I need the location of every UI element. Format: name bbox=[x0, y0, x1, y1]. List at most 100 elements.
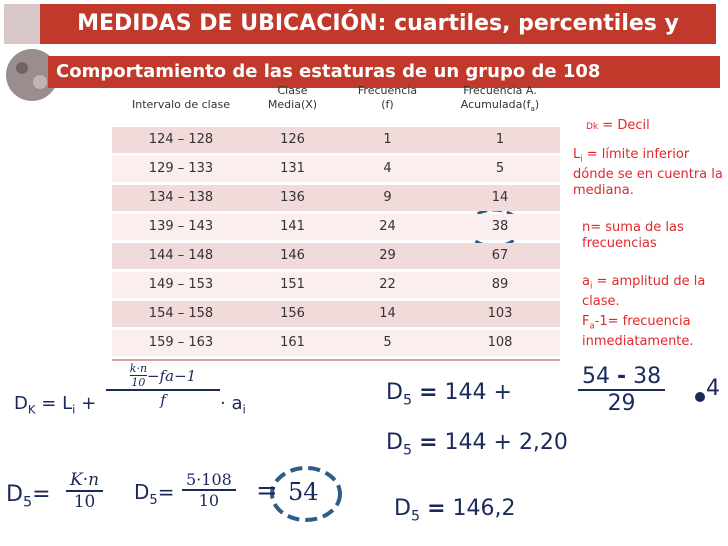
symbol: D bbox=[134, 480, 150, 504]
denominator: 29 bbox=[607, 391, 636, 416]
denominator: 10 bbox=[198, 491, 220, 510]
note-text: = Decil bbox=[602, 118, 650, 133]
table-row bbox=[112, 156, 560, 182]
sub: K bbox=[27, 402, 36, 417]
table-cell: 161 bbox=[280, 335, 305, 350]
step: D5 = 146,2 bbox=[394, 496, 515, 524]
note: ai = amplitud de la clase. bbox=[582, 274, 728, 310]
table-cell: 129 – 133 bbox=[148, 161, 214, 176]
table-cell: 131 bbox=[280, 161, 305, 176]
note: Dk = Decil bbox=[586, 118, 728, 135]
number: 2,20 bbox=[518, 430, 568, 455]
operator: = bbox=[427, 496, 446, 521]
note-symbol: Dk bbox=[586, 122, 599, 132]
number: 4 bbox=[706, 376, 720, 401]
operator: + bbox=[493, 430, 512, 455]
text: · a bbox=[220, 393, 243, 414]
title-bar: MEDIDAS DE UBICACIÓN: cuartiles, percent… bbox=[40, 4, 716, 76]
sub: 5 bbox=[402, 392, 413, 409]
table-cell: 38 bbox=[491, 219, 509, 234]
table-cell: 108 bbox=[487, 335, 513, 350]
inner-fraction: k·n 10 bbox=[129, 362, 148, 389]
header-line: Frecuencia A. bbox=[463, 84, 537, 97]
formula-tail: · ai bbox=[220, 393, 246, 417]
table-row bbox=[112, 272, 560, 298]
table-cell: 159 – 163 bbox=[148, 335, 214, 350]
note-sub: i bbox=[580, 153, 583, 164]
numerator: k·n 10 −fa−1 bbox=[106, 362, 220, 391]
table-row bbox=[112, 185, 560, 211]
note-text: = amplitud de la clase. bbox=[582, 274, 706, 309]
table-cell: 154 – 158 bbox=[148, 306, 214, 321]
note-text: = límite inferior dónde se en cuentra la… bbox=[573, 147, 723, 198]
note-sub: i bbox=[589, 280, 593, 291]
symbol: = L bbox=[41, 393, 73, 414]
table-rule bbox=[112, 359, 560, 361]
note-symbol: L bbox=[573, 147, 581, 162]
table-row bbox=[112, 301, 560, 327]
table-cell: 1 bbox=[383, 132, 392, 147]
symbol: D bbox=[386, 380, 403, 405]
table-cell: 4 bbox=[383, 161, 392, 176]
number: 144 bbox=[444, 380, 487, 405]
table-cell: 29 bbox=[379, 248, 396, 263]
header-text: Acumulada(f bbox=[460, 98, 531, 111]
table-cell: 124 – 128 bbox=[148, 132, 214, 147]
table-cell: 103 bbox=[487, 306, 513, 321]
formula-lhs: DK = Li + bbox=[14, 393, 96, 417]
operator: = bbox=[256, 476, 278, 506]
operator: + bbox=[81, 393, 97, 414]
denominator: f bbox=[160, 391, 166, 409]
note-text: -1= frecuencia inmediatamente. bbox=[582, 314, 694, 349]
fraction: K·n 10 bbox=[66, 470, 104, 512]
table-cell: 136 bbox=[280, 190, 305, 205]
note: Fa-1= frecuencia inmediatamente. bbox=[582, 314, 728, 350]
text: −fa−1 bbox=[147, 366, 197, 385]
corner-box bbox=[4, 4, 40, 44]
table-header: Clase Media(X) bbox=[250, 84, 335, 112]
formula-lhs: D5= bbox=[134, 480, 174, 508]
table-header: Intervalo de clase bbox=[112, 98, 250, 112]
operator: = bbox=[157, 480, 175, 504]
header-line: Media(X) bbox=[267, 98, 318, 111]
header-line: (f) bbox=[381, 98, 394, 111]
table-cell: 9 bbox=[383, 190, 392, 205]
number: 144 bbox=[444, 430, 487, 455]
operator: + bbox=[493, 380, 512, 405]
header-line: Acumulada(fa) bbox=[440, 98, 560, 116]
sub: i bbox=[242, 402, 246, 417]
table-cell: 67 bbox=[491, 248, 509, 263]
table-cell: 24 bbox=[379, 219, 396, 234]
table-cell: 14 bbox=[379, 306, 396, 321]
header-text: ) bbox=[534, 98, 540, 111]
table-row bbox=[112, 330, 560, 356]
table-cell: 1 bbox=[495, 132, 505, 147]
note-symbol: a bbox=[582, 274, 590, 289]
header-line: Clase bbox=[277, 84, 308, 97]
table-cell: 5 bbox=[383, 335, 392, 350]
operator: = bbox=[419, 430, 438, 455]
highlight-ring bbox=[270, 466, 342, 522]
sub: 5 bbox=[410, 508, 421, 525]
symbol: D bbox=[6, 482, 23, 507]
text: k·n bbox=[129, 362, 148, 376]
sub: 5 bbox=[149, 493, 158, 508]
operator: = bbox=[32, 482, 51, 507]
table-cell: 14 bbox=[491, 190, 509, 205]
symbol: D bbox=[14, 393, 28, 414]
crowd-dot bbox=[33, 75, 47, 89]
symbol: D bbox=[394, 496, 411, 521]
table-row bbox=[112, 214, 560, 240]
table-row bbox=[112, 243, 560, 269]
table-cell: 156 bbox=[280, 306, 305, 321]
number: 146,2 bbox=[452, 496, 516, 521]
note: n= suma de las frecuencias bbox=[582, 220, 728, 252]
multiply-dot bbox=[695, 392, 705, 402]
symbol: D bbox=[386, 430, 403, 455]
table-cell: 149 – 153 bbox=[148, 277, 214, 292]
sub: 5 bbox=[22, 494, 33, 511]
note-sub: a bbox=[589, 320, 595, 331]
operator: = bbox=[419, 380, 438, 405]
